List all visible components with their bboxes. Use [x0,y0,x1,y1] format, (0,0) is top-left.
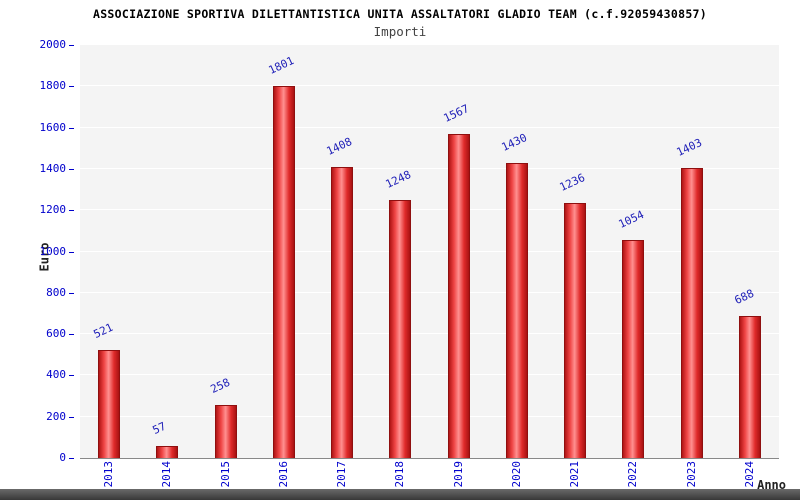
footer-strip [0,489,800,500]
x-tick-label: 2016 [276,461,290,488]
chart-subtitle: Importi [373,24,427,39]
y-tick-label: 600 [6,327,74,341]
y-tick-label: 1800 [6,79,74,93]
bar-value-label: 1248 [383,168,413,192]
bar [389,200,412,458]
bar [331,167,354,458]
x-axis-title: Anno [757,478,786,492]
bar-slot: 258 [197,45,255,458]
bar [738,315,761,458]
y-tick-label: 2000 [6,38,74,52]
x-tick-label: 2014 [160,461,174,488]
bar-slot: 1403 [663,45,721,458]
y-tick-label: 1600 [6,121,74,135]
bar-value-label: 1408 [324,135,355,159]
bar-slot: 1248 [371,45,429,458]
gridline [80,44,779,45]
bar-slot: 688 [721,45,779,458]
gridline [80,374,779,376]
gridline [80,291,779,293]
x-tick-label: 2013 [102,461,116,488]
y-tick-label: 400 [6,368,74,382]
bar [156,446,179,458]
gridline [80,333,779,335]
bar [272,86,295,458]
y-tick-label: 800 [6,286,74,300]
bar-slot: 1236 [546,45,604,458]
x-tick-label: 2022 [626,461,640,488]
x-tick-label: 2019 [451,461,465,488]
x-tick-label: 2018 [393,461,407,488]
bar-slot: 1430 [488,45,546,458]
bar-value-label: 1430 [499,130,530,154]
bar [622,240,645,458]
x-tick-label: 2024 [742,461,756,488]
bar-value-label: 1054 [616,208,646,232]
x-tick-label: 2021 [568,461,582,488]
bar [447,134,470,458]
gridline [80,126,779,128]
bar-value-label: 1801 [266,54,297,78]
gridline [80,209,779,211]
bar-value-label: 57 [150,419,168,438]
bars-container: 521 57 258 1801 1408 1248 1567 1430 1236 1054 1403… [80,45,779,458]
bar-value-label: 521 [91,321,116,342]
gridline [80,250,779,252]
y-tick-label: 0 [6,451,74,465]
bar [98,350,121,458]
bar-value-label: 1403 [674,136,704,160]
bar-slot: 1054 [604,45,662,458]
gridline [80,415,779,417]
y-tick-label: 1200 [6,203,74,217]
bar-slot: 1801 [255,45,313,458]
bar-slot: 57 [138,45,196,458]
bar-value-label: 1236 [557,170,588,194]
bar [564,202,587,458]
x-tick-label: 2023 [684,461,698,488]
x-tick-label: 2020 [509,461,523,488]
bar-value-label: 688 [732,286,757,307]
y-tick-label: 200 [6,410,74,424]
x-tick-label: 2017 [335,461,349,488]
gridline [80,85,779,87]
y-axis-ticks: 0 200 400 600 800 1000 1200 1400 1600 1800 2000 [0,38,74,464]
bar-slot: 1567 [430,45,488,458]
gridline [80,167,779,169]
bar [214,404,237,458]
bar-value-label: 258 [208,375,232,396]
bar-slot: 1408 [313,45,371,458]
bar-value-label: 1567 [441,102,471,126]
x-tick-label: 2015 [218,461,232,488]
y-tick-label: 1400 [6,162,74,176]
y-tick-label: 1000 [6,245,74,259]
bar-slot: 521 [80,45,138,458]
bar [505,162,528,458]
bar [680,168,703,458]
chart-title: ASSOCIAZIONE SPORTIVA DILETTANTISTICA UN… [92,7,707,21]
plot-area: 521 57 258 1801 1408 1248 1567 1430 1236 1054 1403… [80,44,779,459]
